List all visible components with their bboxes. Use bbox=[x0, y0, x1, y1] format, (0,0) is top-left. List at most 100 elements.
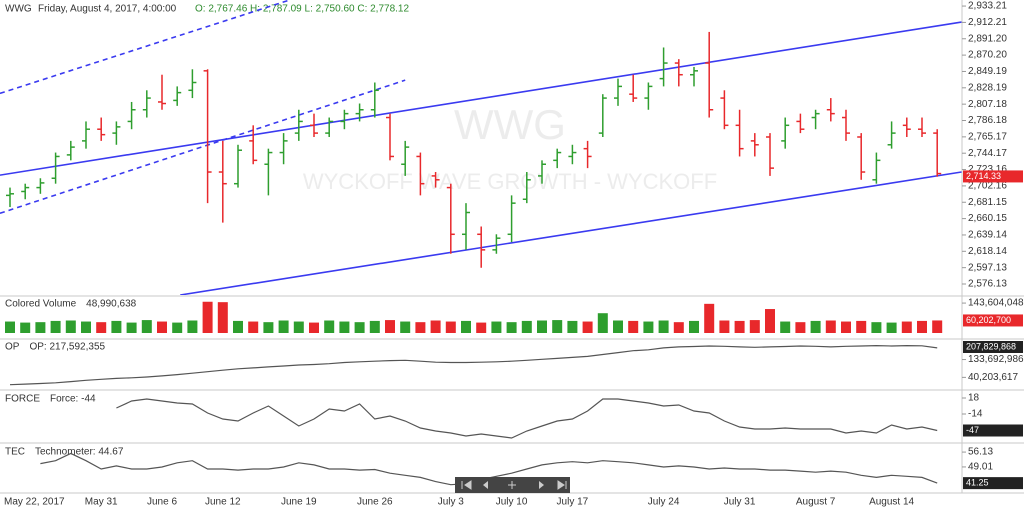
volume-bar bbox=[932, 320, 943, 333]
x-tick-label: June 26 bbox=[357, 497, 393, 508]
volume-bar bbox=[400, 321, 411, 333]
volume-bar bbox=[263, 322, 274, 333]
volume-bar bbox=[354, 322, 365, 333]
volume-bar bbox=[658, 320, 669, 333]
y-tick-label: 2,849.19 bbox=[968, 66, 1007, 77]
panel-subtitle: Technometer: 44.67 bbox=[35, 447, 124, 458]
volume-bar bbox=[324, 320, 335, 333]
x-tick-label: June 6 bbox=[147, 497, 177, 508]
volume-bar bbox=[917, 320, 927, 333]
volume-bar bbox=[825, 320, 836, 333]
y-tick-label: 2,597.13 bbox=[968, 262, 1007, 273]
panel-subtitle: Force: -44 bbox=[50, 394, 96, 405]
volume-bar bbox=[521, 320, 532, 333]
nav-last-icon[interactable] bbox=[557, 480, 567, 490]
nav-last[interactable] bbox=[557, 480, 567, 490]
volume-bar bbox=[749, 320, 760, 333]
volume-bar bbox=[202, 301, 213, 333]
nav-prev-icon[interactable] bbox=[483, 481, 488, 489]
volume-bar bbox=[141, 320, 152, 333]
volume-bar bbox=[278, 320, 289, 333]
volume-bar bbox=[96, 322, 107, 333]
trend-lines bbox=[0, 0, 962, 295]
volume-bar bbox=[643, 321, 654, 333]
y-tick-label: 133,692,986 bbox=[968, 354, 1024, 365]
volume-bar bbox=[20, 322, 31, 333]
last-value-label: 2,714.33 bbox=[966, 171, 1001, 181]
panel-title: TEC bbox=[5, 447, 25, 458]
volume-bar bbox=[217, 302, 228, 333]
volume-bar bbox=[597, 313, 608, 333]
volume-bar bbox=[385, 320, 395, 333]
trend-line bbox=[0, 79, 406, 215]
volume-bar bbox=[613, 320, 623, 333]
volume-bar bbox=[567, 320, 578, 333]
panel-title: OP bbox=[5, 342, 20, 353]
x-tick-label: July 3 bbox=[438, 497, 465, 508]
x-tick-label: June 19 bbox=[281, 497, 317, 508]
y-tick-label: 56.13 bbox=[968, 447, 993, 458]
volume-bar bbox=[856, 320, 867, 333]
last-value-label: 207,829,868 bbox=[966, 341, 1016, 351]
volume-bar bbox=[157, 321, 167, 333]
volume-bar bbox=[233, 320, 243, 333]
volume-bar bbox=[841, 321, 851, 333]
volume-bar bbox=[871, 322, 882, 333]
volume-bar bbox=[491, 321, 502, 333]
volume-bar bbox=[795, 322, 806, 333]
volume-bar bbox=[810, 320, 821, 333]
volume-bar bbox=[704, 303, 715, 333]
trend-line bbox=[0, 21, 962, 176]
panel-subtitle: 48,990,638 bbox=[86, 299, 136, 310]
nav-pan[interactable] bbox=[508, 481, 516, 489]
x-tick-label: May 22, 2017 bbox=[4, 497, 65, 508]
volume-bar bbox=[5, 321, 15, 333]
x-tick-label: July 17 bbox=[557, 497, 589, 508]
nav-first[interactable] bbox=[461, 480, 472, 490]
y-tick-label: 2,618.14 bbox=[968, 246, 1007, 257]
nav-first-icon[interactable] bbox=[461, 480, 472, 490]
volume-bar bbox=[248, 321, 259, 333]
volume-bar bbox=[461, 320, 471, 333]
y-tick-label: 2,933.21 bbox=[968, 1, 1007, 12]
volume-bar bbox=[628, 320, 639, 333]
volume-bar bbox=[552, 320, 563, 333]
volume-bar bbox=[339, 321, 350, 333]
volume-bar bbox=[50, 320, 61, 333]
y-tick-label: 2,723.16 bbox=[968, 164, 1007, 175]
ohlc-readout: O: 2,767.46 H: 2,787.09 L: 2,750.60 C: 2… bbox=[195, 4, 409, 15]
y-tick-label: 143,604,048 bbox=[968, 298, 1024, 309]
indicator-line bbox=[116, 398, 938, 439]
x-tick-label: May 31 bbox=[85, 497, 118, 508]
volume-bar bbox=[35, 322, 46, 333]
y-tick-label: 2,786.18 bbox=[968, 115, 1007, 126]
last-value-box bbox=[963, 424, 1023, 437]
y-tick-label: 40,203,617 bbox=[968, 372, 1018, 383]
x-tick-label: June 12 bbox=[205, 497, 241, 508]
watermark: WYCKOFF WAVE GROWTH - WYCKOFF bbox=[303, 169, 717, 194]
x-tick-label: August 14 bbox=[869, 497, 914, 508]
panel-title: Colored Volume bbox=[5, 299, 77, 310]
nav-prev[interactable] bbox=[483, 481, 488, 489]
y-tick-label: 2,891.20 bbox=[968, 33, 1007, 44]
nav-next-icon[interactable] bbox=[539, 481, 544, 489]
volume-bar bbox=[886, 322, 897, 333]
x-tick-label: August 7 bbox=[796, 497, 836, 508]
y-tick-label: 49.01 bbox=[968, 462, 993, 473]
y-tick-label: -14 bbox=[968, 409, 983, 420]
y-tick-label: 2,807.18 bbox=[968, 99, 1007, 110]
volume-bar bbox=[780, 321, 791, 333]
nav-next[interactable] bbox=[539, 481, 544, 489]
y-tick-label: 18 bbox=[968, 393, 980, 404]
last-value-box bbox=[963, 341, 1023, 353]
panel-subtitle: OP: 217,592,355 bbox=[29, 342, 105, 353]
y-tick-label: 2,870.20 bbox=[968, 50, 1007, 61]
y-tick-label: 2,744.17 bbox=[968, 148, 1007, 159]
volume-bar bbox=[901, 321, 912, 333]
volume-bar bbox=[415, 322, 426, 333]
nav-pan-icon[interactable] bbox=[508, 481, 516, 489]
volume-bar bbox=[369, 320, 380, 333]
watermark: WWG bbox=[454, 101, 566, 148]
navigator bbox=[455, 477, 570, 493]
